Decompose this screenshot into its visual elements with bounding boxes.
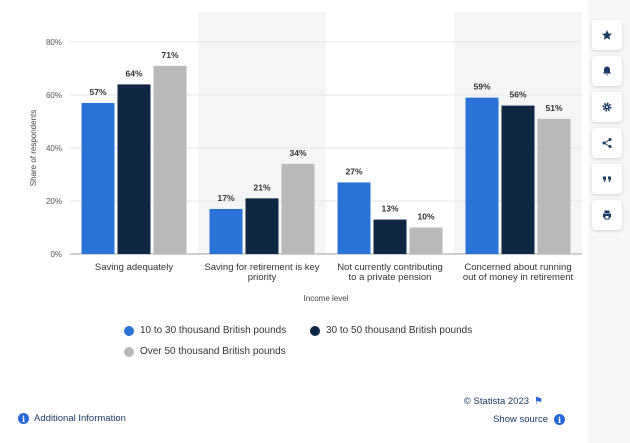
bar (153, 65, 187, 254)
statista-credit[interactable]: © Statista 2023 ⚑ (464, 396, 543, 407)
data-label: 59% (473, 82, 490, 92)
x-tick-label: to a private pension (349, 272, 432, 283)
data-label: 34% (289, 148, 306, 158)
bar (501, 105, 535, 254)
legend-dot-series-3 (124, 346, 134, 357)
info-icon: i (554, 414, 565, 425)
data-label: 56% (509, 90, 526, 100)
legend-dot-series-1 (124, 325, 134, 336)
data-label: 51% (545, 103, 562, 113)
legend-label-series-3: Over 50 thousand British pounds (140, 346, 286, 357)
bar (409, 227, 443, 254)
share-icon (602, 138, 612, 148)
data-label: 64% (125, 68, 142, 78)
bell-icon (603, 66, 611, 76)
legend-item-series-2[interactable]: 30 to 50 thousand British pounds (310, 325, 472, 336)
bar (245, 198, 279, 254)
x-tick-label: out of money in retirement (463, 272, 574, 283)
x-tick-label: Saving for retirement is key (204, 262, 319, 273)
print-icon (603, 210, 611, 220)
star-icon (602, 30, 612, 40)
x-tick-label: Saving adequately (95, 262, 173, 273)
data-label: 27% (345, 166, 362, 176)
bar (337, 182, 371, 254)
y-tick-label: 40% (46, 144, 62, 153)
data-label: 10% (417, 212, 434, 222)
x-axis-label: Income level (304, 294, 349, 303)
bar-chart: 0% 20% 40% 60% 80% 57% 64% 71% Saving adequately… (29, 12, 582, 303)
x-tick-label: Concerned about running (464, 262, 571, 273)
y-tick-label: 20% (46, 197, 62, 206)
share-button[interactable] (592, 128, 622, 158)
data-label: 21% (253, 182, 270, 192)
print-button[interactable] (592, 200, 622, 230)
notification-button[interactable] (592, 56, 622, 86)
data-label: 13% (381, 204, 398, 214)
additional-information-label: Additional Information (34, 413, 126, 424)
gear-icon (602, 102, 612, 112)
additional-information-link[interactable]: i Additional Information (18, 413, 126, 424)
settings-button[interactable] (592, 92, 622, 122)
bar (465, 97, 499, 255)
bar (209, 208, 243, 254)
x-tick-label: priority (248, 272, 277, 283)
favorite-button[interactable] (592, 20, 622, 50)
x-tick-label: Not currently contributing (337, 262, 443, 273)
legend-item-series-1[interactable]: 10 to 30 thousand British pounds (124, 325, 286, 336)
data-label: 71% (161, 50, 178, 60)
y-tick-label: 0% (50, 250, 62, 259)
legend-label-series-1: 10 to 30 thousand British pounds (140, 325, 287, 336)
credit-text: © Statista 2023 (463, 396, 530, 407)
legend-dot-series-2 (310, 325, 320, 336)
chart-panel: 0% 20% 40% 60% 80% 57% 64% 71% Saving adequately… (0, 0, 588, 443)
cite-button[interactable] (592, 164, 622, 194)
bar (281, 163, 315, 254)
show-source-label: Show source (493, 414, 548, 425)
y-tick-label: 60% (46, 91, 62, 100)
chart-toolbar (592, 20, 622, 236)
y-tick-label: 80% (46, 38, 62, 47)
bar (81, 102, 115, 254)
flag-icon: ⚑ (534, 396, 543, 407)
legend-item-series-3[interactable]: Over 50 thousand British pounds (124, 346, 286, 357)
info-icon: i (18, 413, 29, 424)
legend-label-series-2: 30 to 50 thousand British pounds (326, 325, 473, 336)
bar (117, 84, 151, 255)
y-axis-label: Share of respondents (29, 110, 38, 187)
data-label: 57% (89, 87, 106, 97)
bar (373, 219, 407, 254)
quote-icon (603, 176, 611, 182)
bar (537, 118, 571, 254)
show-source-link[interactable]: Show source i (493, 414, 565, 425)
data-label: 17% (217, 193, 234, 203)
